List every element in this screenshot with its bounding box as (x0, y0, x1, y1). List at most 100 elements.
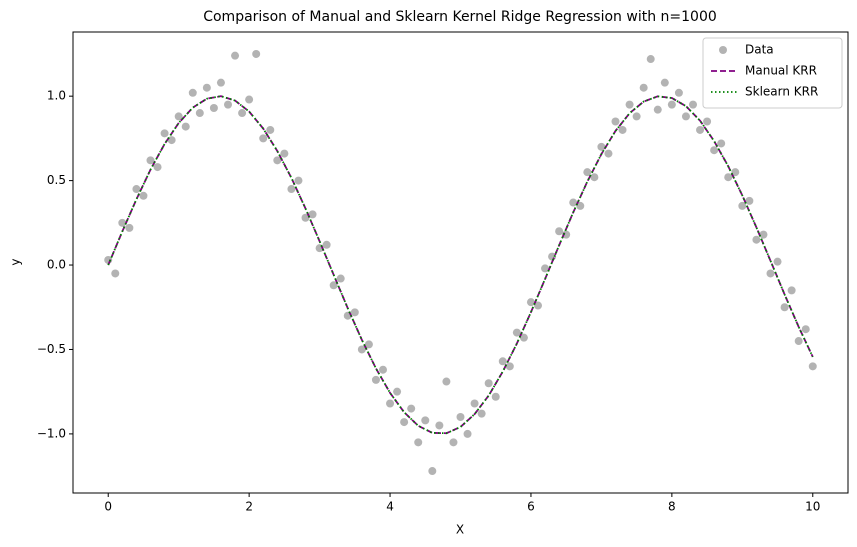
data-point (153, 163, 162, 172)
legend-label: Data (745, 43, 774, 57)
data-point (597, 142, 606, 151)
data-point (583, 168, 592, 177)
data-point (287, 185, 296, 194)
data-point (209, 103, 218, 112)
data-point (224, 100, 232, 109)
data-point (463, 429, 472, 438)
data-point (759, 230, 768, 239)
data-point (696, 125, 705, 134)
data-point (252, 49, 261, 58)
legend-label: Sklearn KRR (745, 85, 818, 99)
data-point (421, 416, 430, 425)
data-point (484, 379, 493, 388)
data-point (625, 100, 634, 109)
data-point (569, 198, 578, 207)
data-point (118, 218, 127, 227)
x-tick-label: 10 (805, 500, 820, 514)
data-point (449, 438, 458, 447)
data-point (710, 146, 719, 155)
data-point (231, 51, 240, 60)
data-point (280, 149, 289, 158)
data-point (125, 223, 134, 232)
data-point (146, 156, 155, 165)
data-point (773, 257, 782, 266)
data-point (259, 134, 268, 143)
data-point (386, 399, 395, 408)
regression-line (107, 95, 814, 435)
data-point (414, 438, 423, 447)
y-tick-label: 0.5 (47, 173, 66, 187)
data-point (350, 308, 359, 317)
legend-box (702, 37, 843, 109)
data-point (801, 325, 810, 334)
data-point (660, 78, 669, 87)
x-axis-label: X (456, 523, 464, 537)
data-point (139, 191, 148, 200)
data-point (681, 112, 690, 121)
data-point (442, 377, 451, 386)
data-point (667, 100, 676, 109)
data-point (167, 136, 176, 145)
data-point (512, 328, 521, 337)
data-point (745, 196, 754, 205)
data-point (435, 421, 444, 430)
data-point (336, 274, 345, 283)
data-point (766, 269, 775, 278)
data-point (604, 149, 613, 158)
data-point (491, 392, 500, 401)
x-tick-label: 8 (668, 500, 676, 514)
data-point (526, 298, 535, 307)
data-point (216, 78, 225, 87)
data-point (357, 345, 366, 354)
regression-line (107, 95, 814, 435)
data-point (632, 112, 641, 121)
data-point (470, 399, 479, 408)
data-point (555, 227, 564, 236)
data-point (794, 337, 803, 346)
data-point (301, 213, 310, 222)
data-point (132, 185, 141, 194)
data-point (738, 201, 747, 210)
x-tick-label: 2 (245, 500, 253, 514)
data-point (111, 269, 120, 278)
legend-label: Manual KRR (745, 64, 817, 78)
data-point (456, 413, 465, 422)
data-point (322, 240, 331, 249)
data-point (371, 375, 380, 384)
chart-title: Comparison of Manual and Sklearn Kernel … (203, 9, 717, 25)
data-point (195, 109, 204, 118)
data-point (724, 173, 733, 182)
data-point (428, 467, 437, 476)
data-point (653, 105, 662, 114)
data-point (731, 168, 740, 177)
data-point (294, 176, 303, 185)
x-tick-label: 6 (527, 500, 535, 514)
data-point (717, 139, 726, 148)
data-point (498, 357, 507, 366)
data-point (787, 286, 796, 295)
data-point (181, 122, 190, 131)
data-point (329, 281, 338, 290)
y-tick-label: 0.0 (47, 258, 66, 272)
data-point (618, 125, 627, 134)
y-tick-label: −1.0 (37, 426, 66, 440)
data-point (266, 125, 275, 134)
data-point (611, 117, 620, 126)
data-point (379, 365, 387, 374)
data-point (689, 100, 697, 109)
legend-marker (719, 46, 727, 54)
data-point (308, 210, 317, 219)
x-tick-label: 0 (104, 500, 112, 514)
y-tick-label: 1.0 (47, 89, 66, 103)
data-point (534, 301, 542, 310)
data-point (519, 333, 528, 342)
data-point (160, 129, 169, 138)
data-point (639, 83, 648, 92)
data-point (245, 95, 254, 104)
data-point (273, 156, 282, 165)
data-point (364, 340, 373, 349)
data-point (238, 109, 247, 118)
x-tick-label: 4 (386, 500, 394, 514)
data-point (477, 409, 486, 418)
